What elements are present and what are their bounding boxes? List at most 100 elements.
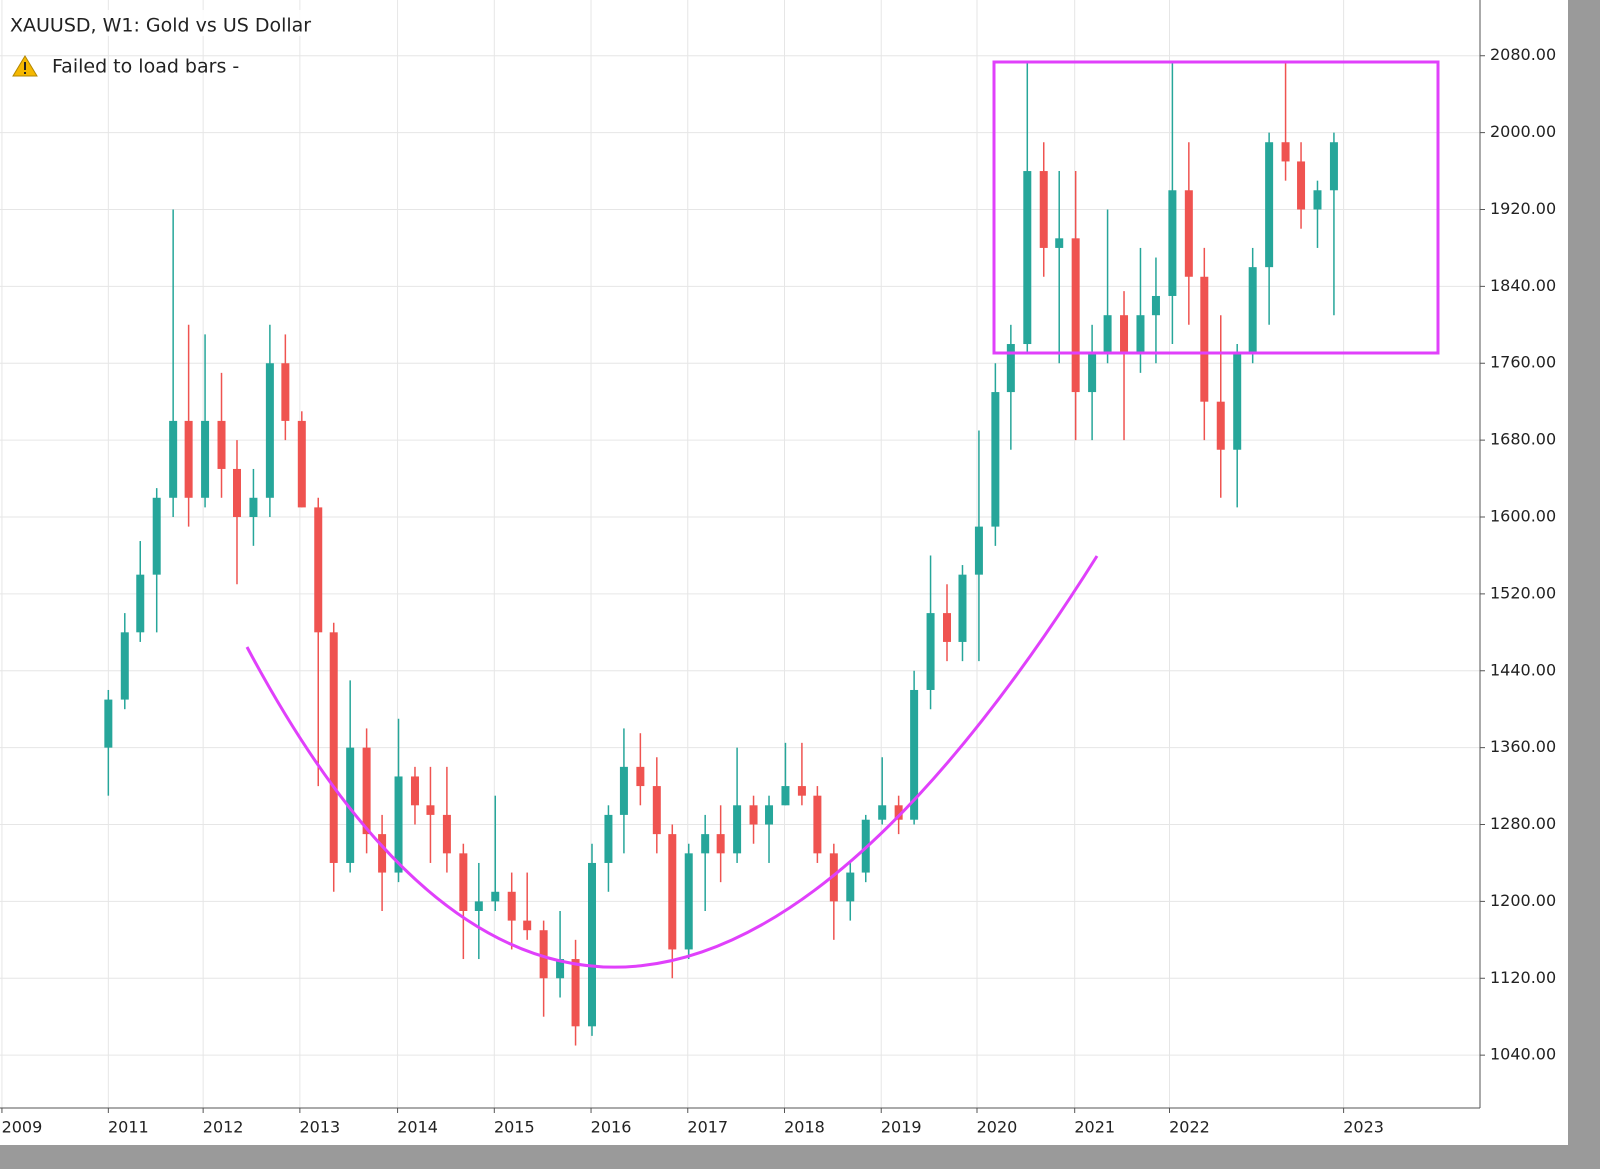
y-tick-label: 1760.00 xyxy=(1490,353,1556,372)
status-message: Failed to load bars - xyxy=(52,56,239,78)
y-tick-label: 1280.00 xyxy=(1490,814,1556,833)
candle-body xyxy=(1071,238,1080,393)
candle-body xyxy=(636,766,645,787)
grid xyxy=(0,0,1480,1108)
x-tick-label: 2020 xyxy=(977,1118,1018,1137)
candle-body xyxy=(894,805,903,820)
y-tick-label: 1200.00 xyxy=(1490,891,1556,910)
candle-body xyxy=(378,834,387,873)
candle-body xyxy=(684,853,693,950)
candle-body xyxy=(1329,142,1338,191)
candle-body xyxy=(346,747,355,863)
candle-body xyxy=(797,786,806,796)
axes: 1040.00 1120.00 1200.00 1280.00 1360.00 1440.… xyxy=(1,45,1556,1137)
candle-body xyxy=(974,526,983,575)
y-tick-label: 1040.00 xyxy=(1490,1045,1556,1064)
x-tick-label: 2018 xyxy=(784,1118,825,1137)
candle-body xyxy=(1297,161,1306,210)
candle-body xyxy=(1120,315,1129,354)
candle-body xyxy=(781,786,790,806)
candle-body xyxy=(813,795,822,854)
candle-body xyxy=(474,901,483,912)
candle-body xyxy=(588,862,596,1027)
candle-body xyxy=(507,891,516,921)
candle-body xyxy=(652,786,661,835)
y-tick-label: 1360.00 xyxy=(1490,737,1556,756)
candle-body xyxy=(1313,190,1322,210)
candle-body xyxy=(1233,353,1242,450)
candle-body xyxy=(1151,295,1160,316)
candle-body xyxy=(136,574,145,633)
candle-body xyxy=(491,891,500,902)
x-tick-label: 2011 xyxy=(108,1118,149,1137)
candle-body xyxy=(297,420,306,508)
x-tick-label: 2022 xyxy=(1169,1118,1210,1137)
candle-body xyxy=(1248,267,1257,354)
x-tick-label: 2015 xyxy=(494,1118,535,1137)
candle-body xyxy=(1200,276,1209,402)
x-tick-label: 2023 xyxy=(1343,1118,1384,1137)
candle-body xyxy=(459,853,468,912)
candle-body xyxy=(1281,142,1290,162)
x-tick-label: 2009 xyxy=(2,1118,43,1137)
x-tick-label: 2021 xyxy=(1074,1118,1115,1137)
candle-body xyxy=(120,632,129,700)
candle-body xyxy=(668,834,677,950)
candle-body xyxy=(1265,142,1274,268)
candle-body xyxy=(104,699,113,748)
y-tick-label: 1680.00 xyxy=(1490,430,1556,449)
x-tick-label: 2016 xyxy=(591,1118,632,1137)
candle-body xyxy=(749,805,758,825)
candle-body xyxy=(1168,190,1177,296)
candle-body xyxy=(910,689,919,820)
warning-icon xyxy=(12,55,38,77)
candle-body xyxy=(1039,171,1048,248)
candle-body xyxy=(701,834,710,854)
candle-body xyxy=(926,613,935,690)
candle-body xyxy=(604,814,613,863)
x-tick-label: 2017 xyxy=(687,1118,728,1137)
y-tick-label: 1840.00 xyxy=(1490,276,1556,295)
candle-body xyxy=(1055,238,1064,248)
candle-body xyxy=(169,420,178,498)
candle-body xyxy=(943,613,952,642)
candle-body xyxy=(314,507,323,633)
y-tick-label: 2000.00 xyxy=(1490,122,1556,141)
candle-body xyxy=(539,930,548,979)
candle-body xyxy=(523,920,532,931)
candle-body xyxy=(716,834,725,854)
candle-body xyxy=(184,420,193,498)
x-tick-label: 2014 xyxy=(397,1118,438,1137)
y-tick-label: 1520.00 xyxy=(1490,583,1556,602)
candle-body xyxy=(829,853,838,902)
candle-body xyxy=(265,363,274,498)
y-tick-label: 1920.00 xyxy=(1490,199,1556,218)
candle-body xyxy=(232,468,241,518)
candle-body xyxy=(152,497,161,575)
x-tick-label: 2019 xyxy=(881,1118,922,1137)
candle-body xyxy=(410,776,419,806)
candle-body xyxy=(556,959,565,979)
candle-body xyxy=(1103,315,1112,354)
candle-body xyxy=(846,872,855,902)
candle-body xyxy=(394,776,403,873)
chart-title: XAUUSD, W1: Gold vs US Dollar xyxy=(10,15,311,37)
y-tick-label: 1440.00 xyxy=(1490,660,1556,679)
y-tick-label: 1600.00 xyxy=(1490,507,1556,526)
candle-body xyxy=(1216,401,1225,450)
candle-body xyxy=(329,632,338,863)
x-tick-label: 2013 xyxy=(300,1118,341,1137)
candle-body xyxy=(619,766,628,815)
handle-box-drawing xyxy=(992,60,1440,355)
candle-body xyxy=(281,363,290,421)
candle-body xyxy=(733,805,742,854)
candle-body xyxy=(1184,190,1193,277)
candle-body xyxy=(362,747,371,835)
candle-body xyxy=(878,805,887,820)
candle-body xyxy=(571,959,580,1027)
candle-body xyxy=(958,574,967,642)
title-backdrop xyxy=(4,10,314,36)
y-tick-label: 1120.00 xyxy=(1490,968,1556,987)
candle-body xyxy=(1136,315,1145,354)
